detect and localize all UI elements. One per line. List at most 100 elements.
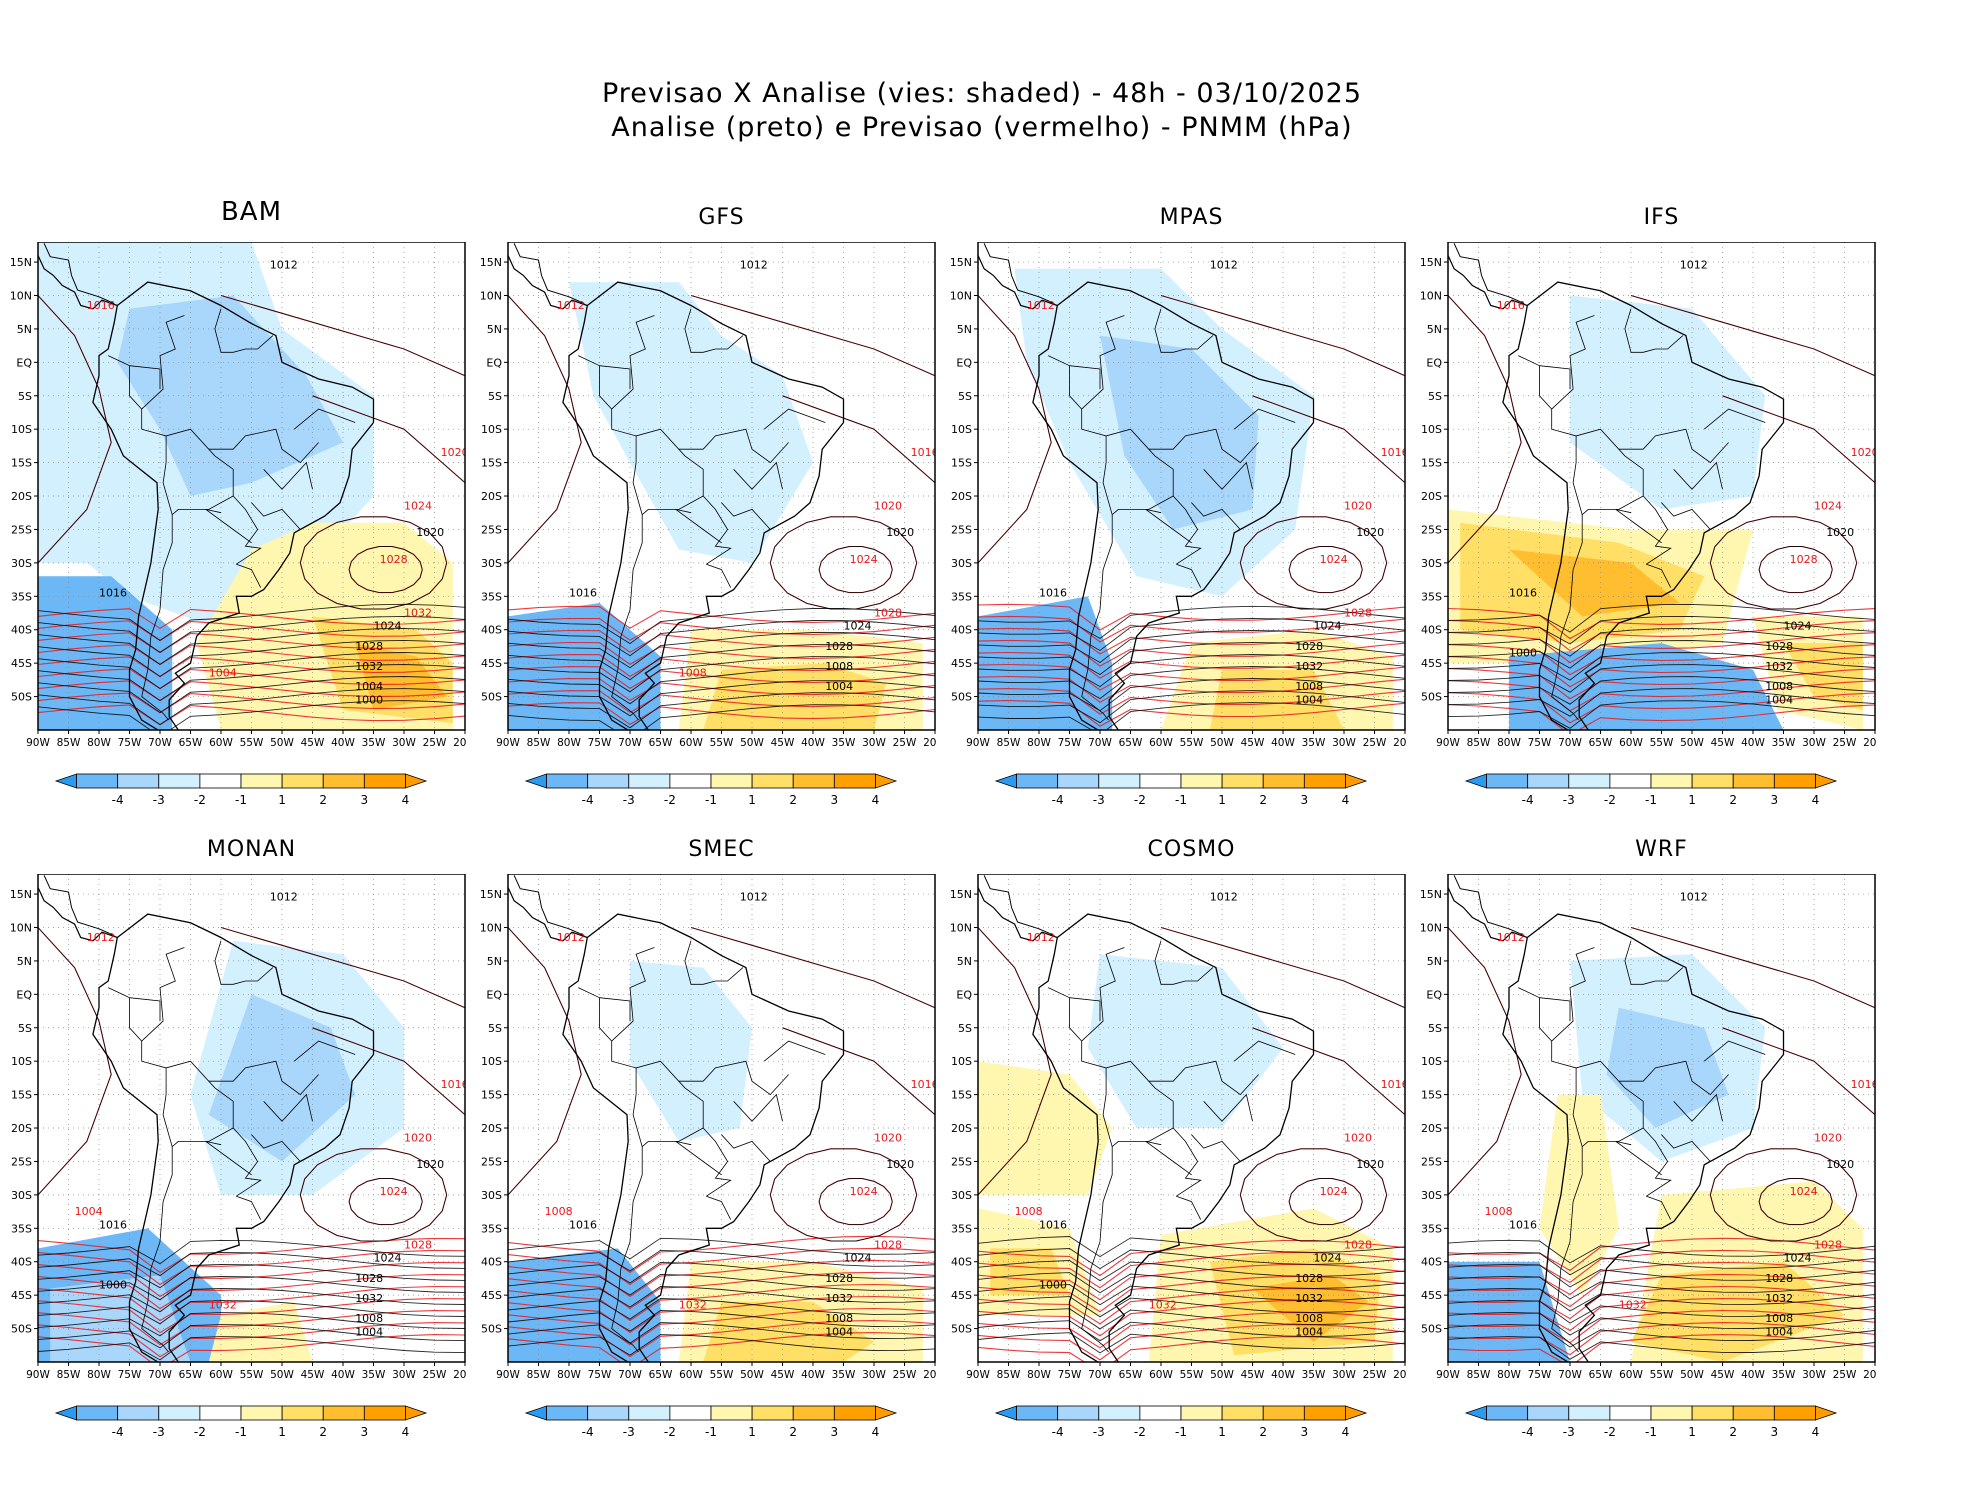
bias-region	[1631, 1261, 1845, 1362]
analysis-isobar-label: 1004	[1765, 693, 1793, 706]
colorbar-label: 4	[402, 1425, 410, 1439]
lat-tick-label: 10S	[481, 423, 502, 436]
lon-tick-label: 45W	[1241, 737, 1265, 749]
coastline	[1032, 913, 1315, 1362]
lat-tick-label: 15N	[950, 888, 972, 901]
analysis-isobar-label: 1024	[1314, 1252, 1342, 1265]
colorbar-label: -2	[664, 793, 676, 807]
lat-tick-label: 15S	[951, 457, 972, 470]
colorbar-label: -3	[623, 793, 635, 807]
forecast-isobar-label: 1020	[1344, 499, 1372, 512]
analysis-isobar-label: 1032	[1295, 660, 1323, 673]
analysis-isobar-label: 1004	[825, 680, 853, 693]
colorbar: -4 -3 -2 -1 1 2 3 4	[524, 1405, 898, 1439]
panel-title: WRF	[1635, 837, 1688, 862]
coastline	[1502, 281, 1785, 730]
forecast-isobar-label: 1028	[1344, 606, 1372, 619]
analysis-isobar-label: 1016	[1039, 1218, 1067, 1231]
forecast-isobar-label: 1024	[850, 553, 878, 566]
lon-tick-label: 35W	[1302, 1369, 1326, 1381]
lat-tick-label: 40S	[481, 1256, 502, 1269]
lat-tick-label: 15S	[11, 457, 32, 470]
lat-tick-label: 5N	[1427, 955, 1442, 968]
colorbar: -4 -3 -2 -1 1 2 3 4	[54, 1405, 428, 1439]
forecast-isobar-label: 1024	[1320, 1185, 1348, 1198]
analysis-isobar-label: 1004	[1295, 1325, 1323, 1338]
lat-tick-label: 40S	[481, 624, 502, 637]
map-svg: 1012101610201024102810081004101210161020…	[480, 242, 937, 807]
lat-tick-label: 40S	[951, 1256, 972, 1269]
lat-tick-label: 5N	[487, 323, 502, 336]
lon-tick-label: 70W	[1088, 737, 1112, 749]
lat-tick-label: 30S	[11, 557, 32, 570]
lon-tick-label: 25W	[1833, 737, 1857, 749]
lat-tick-label: 45S	[951, 1289, 972, 1302]
forecast-isobar-label: 1016	[1851, 1078, 1877, 1091]
colorbar-label: -4	[112, 1425, 124, 1439]
lon-tick-label: 20W	[453, 1369, 467, 1381]
lon-tick-label: 50W	[740, 1369, 764, 1381]
forecast-isobar-label: 1028	[380, 553, 408, 566]
lon-tick-label: 20W	[453, 737, 467, 749]
lat-tick-label: 35S	[1421, 1222, 1442, 1235]
lon-tick-label: 60W	[209, 737, 233, 749]
lat-tick-label: 30S	[1421, 557, 1442, 570]
forecast-isobar-label: 1024	[1320, 553, 1348, 566]
bias-region	[208, 994, 356, 1162]
forecast-isobar-label: 1028	[874, 606, 902, 619]
lat-tick-label: 40S	[1421, 1256, 1442, 1269]
colorbar-label: 3	[1771, 793, 1779, 807]
lat-tick-label: 5N	[17, 955, 32, 968]
lon-tick-label: 80W	[1497, 1369, 1521, 1381]
forecast-isobar-label: 1020	[1851, 446, 1877, 459]
lon-tick-label: 55W	[710, 1369, 734, 1381]
analysis-isobar-label: 1020	[416, 1158, 444, 1171]
lon-tick-label: 40W	[1271, 737, 1295, 749]
analysis-isobar-label: 1020	[886, 526, 914, 539]
analysis-isobar-label: 1020	[1356, 1158, 1384, 1171]
colorbar: -4 -3 -2 -1 1 2 3 4	[994, 1405, 1368, 1439]
lat-tick-label: 5N	[487, 955, 502, 968]
forecast-isobar-label: 1008	[1485, 1205, 1513, 1218]
lat-tick-label: 5S	[958, 1022, 972, 1035]
colorbar-label: 1	[278, 1425, 286, 1439]
colorbar-label: 4	[402, 793, 410, 807]
colorbar-label: 4	[872, 1425, 880, 1439]
forecast-isobar-label: 1020	[404, 1131, 432, 1144]
lon-tick-label: 90W	[26, 737, 50, 749]
analysis-isobar-label: 1024	[1784, 1252, 1812, 1265]
bias-region	[1539, 1094, 1619, 1296]
lat-tick-label: 25S	[951, 1155, 972, 1168]
analysis-isobar-label: 1028	[355, 640, 383, 653]
lat-tick-label: 5S	[1428, 390, 1442, 403]
lat-tick-label: 5S	[958, 390, 972, 403]
bias-region	[1606, 1007, 1729, 1128]
lon-tick-label: 70W	[1088, 1369, 1112, 1381]
lon-tick-label: 70W	[618, 737, 642, 749]
colorbar: -4 -3 -2 -1 1 2 3 4	[994, 773, 1368, 807]
lon-tick-label: 40W	[1271, 1369, 1295, 1381]
analysis-isobar-label: 1012	[1210, 259, 1238, 272]
lat-tick-label: 45S	[1421, 1289, 1442, 1302]
lon-tick-label: 70W	[148, 1369, 172, 1381]
forecast-isobar-label: 1020	[874, 1131, 902, 1144]
lat-tick-label: 20S	[481, 1122, 502, 1135]
map-svg: 1012101610201024102810321008100410121016…	[1420, 874, 1877, 1439]
analysis-isobar-label: 1032	[355, 660, 383, 673]
lon-tick-label: 90W	[966, 1369, 990, 1381]
lat-tick-label: 30S	[481, 1189, 502, 1202]
lon-tick-label: 30W	[392, 737, 416, 749]
lat-tick-label: 15N	[480, 256, 502, 269]
colorbar-label: -3	[153, 1425, 165, 1439]
analysis-isobar-label: 1024	[1784, 620, 1812, 633]
lon-tick-label: 25W	[1363, 737, 1387, 749]
lat-tick-label: 50S	[11, 691, 32, 704]
lat-tick-label: EQ	[16, 988, 32, 1001]
colorbar-label: -1	[705, 1425, 717, 1439]
lat-tick-label: 45S	[11, 1289, 32, 1302]
forecast-isobar-label: 1024	[380, 1185, 408, 1198]
forecast-isobar-label: 1020	[1814, 1131, 1842, 1144]
lat-tick-label: 10S	[1421, 1055, 1442, 1068]
analysis-isobar-label: 1000	[355, 693, 383, 706]
analysis-isobar-label: 1020	[1826, 526, 1854, 539]
